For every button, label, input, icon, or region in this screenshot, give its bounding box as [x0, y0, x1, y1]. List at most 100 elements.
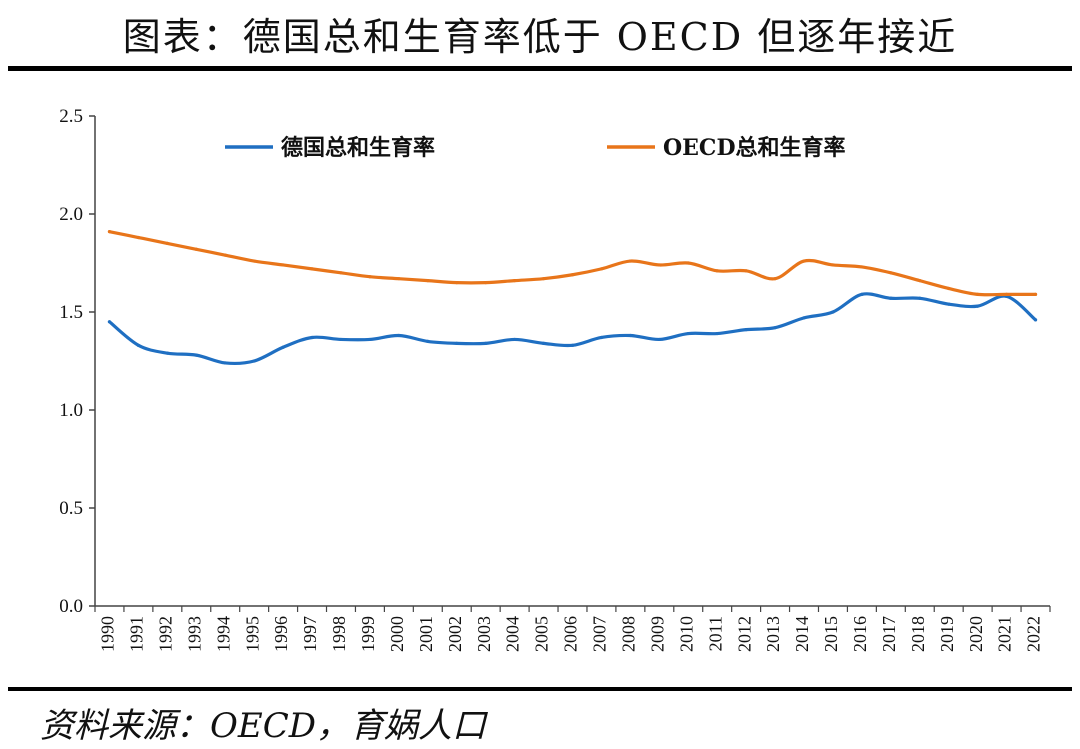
data-point-germany [252, 359, 256, 363]
data-point-germany [368, 337, 372, 342]
data-point-oecd [281, 263, 285, 267]
data-point-oecd [860, 265, 864, 269]
chart-title: 图表：德国总和生育率低于 OECD 但逐年接近 [122, 15, 958, 59]
x-tick-label: 1996 [271, 616, 291, 652]
data-point-oecd [889, 271, 893, 275]
data-point-germany [889, 296, 893, 300]
data-point-germany [773, 326, 777, 330]
x-tick-label: 1992 [155, 616, 175, 652]
series-line-germany [107, 292, 1038, 366]
data-point-germany [802, 316, 806, 320]
data-point-germany [339, 337, 343, 342]
y-tick-label: 1.5 [59, 302, 83, 323]
data-point-oecd [802, 259, 806, 263]
data-point-oecd [484, 281, 488, 285]
data-point-oecd [252, 259, 256, 263]
legend-label-germany: 德国总和生育率 [281, 135, 435, 161]
data-point-oecd [918, 279, 922, 283]
x-tick-label: 2020 [966, 616, 986, 652]
data-point-germany [426, 339, 430, 343]
data-point-oecd [773, 277, 777, 281]
data-point-oecd [513, 279, 517, 283]
data-point-germany [484, 341, 488, 345]
data-point-oecd [165, 241, 169, 245]
data-point-germany [599, 335, 604, 340]
x-tick-label: 2009 [647, 616, 667, 652]
x-tick-label: 2003 [474, 616, 494, 652]
x-tick-label: 2001 [416, 616, 436, 652]
data-point-oecd [657, 263, 661, 267]
data-point-germany [513, 337, 517, 342]
data-point-oecd [715, 269, 719, 273]
x-tick-label: 2000 [387, 616, 407, 652]
x-tick-label: 2019 [937, 616, 957, 652]
data-point-oecd [455, 281, 459, 285]
chart-legend: 德国总和生育率 OECD总和生育率 [225, 135, 846, 161]
data-point-oecd [194, 247, 198, 251]
data-point-oecd [368, 275, 372, 279]
x-tick-label: 1995 [242, 616, 262, 652]
x-tick-label: 2022 [1024, 616, 1044, 652]
y-tick-label: 2.5 [59, 106, 83, 127]
x-tick-label: 2021 [995, 616, 1015, 652]
data-point-germany [541, 341, 546, 345]
data-point-germany [657, 337, 661, 342]
data-point-oecd [1033, 292, 1038, 296]
source-note: 资料来源：OECD，育娲人口 [40, 706, 486, 746]
x-tick-label: 1990 [98, 616, 118, 652]
x-tick-label: 2013 [763, 616, 783, 652]
x-tick-label: 1993 [184, 616, 204, 652]
x-tick-label: 2008 [619, 616, 639, 652]
data-point-germany [194, 353, 198, 357]
data-point-germany [136, 343, 141, 347]
data-point-germany [570, 343, 575, 347]
data-point-oecd [570, 273, 575, 277]
x-tick-label: 2007 [590, 616, 610, 652]
data-point-germany [281, 345, 285, 349]
x-tick-label: 2018 [908, 616, 928, 652]
bottom-rule [8, 687, 1072, 691]
x-tick-label: 1997 [300, 616, 320, 652]
data-point-oecd [426, 279, 430, 283]
x-tick-label: 2006 [561, 616, 581, 652]
x-tick-label: 2014 [792, 616, 812, 652]
data-point-oecd [599, 267, 604, 271]
x-tick-label: 2010 [676, 616, 696, 652]
data-point-oecd [541, 277, 546, 281]
x-tick-label: 2017 [879, 616, 899, 652]
data-point-oecd [831, 263, 835, 267]
data-point-oecd [744, 269, 748, 273]
x-tick-label: 1991 [127, 616, 147, 652]
data-point-germany [455, 341, 459, 345]
data-point-oecd [397, 277, 401, 281]
x-tick-label: 2002 [445, 616, 465, 652]
x-tick-label: 2015 [821, 616, 841, 652]
data-point-oecd [136, 235, 141, 240]
x-tick-label: 1999 [358, 616, 378, 652]
y-tick-label: 2.0 [59, 204, 83, 225]
data-point-oecd [976, 292, 980, 296]
y-tick-label: 0.0 [59, 596, 83, 617]
x-tick-label: 2004 [503, 616, 523, 652]
chart-axes: 0.0 0.5 1.0 1.5 2.0 2.5 1990 1991 1992 1993 1994 19… [59, 106, 1051, 652]
chart-series [107, 230, 1038, 366]
data-point-oecd [310, 267, 314, 271]
data-point-oecd [686, 261, 690, 265]
x-tick-label: 2012 [734, 616, 754, 652]
top-rule [8, 66, 1072, 71]
x-tick-label: 2016 [850, 616, 870, 652]
x-tick-label: 2005 [532, 616, 552, 652]
data-point-oecd [107, 230, 112, 234]
y-tick-label: 1.0 [59, 400, 83, 421]
data-point-germany [223, 361, 227, 365]
data-point-germany [860, 292, 864, 296]
data-point-germany [918, 296, 922, 300]
x-tick-label: 1994 [213, 616, 233, 652]
data-point-oecd [339, 271, 343, 275]
data-point-germany [947, 302, 951, 306]
data-point-germany [397, 333, 401, 338]
data-point-germany [1033, 318, 1038, 322]
data-point-germany [310, 335, 314, 340]
data-point-germany [976, 304, 980, 308]
y-tick-label: 0.5 [59, 498, 83, 519]
